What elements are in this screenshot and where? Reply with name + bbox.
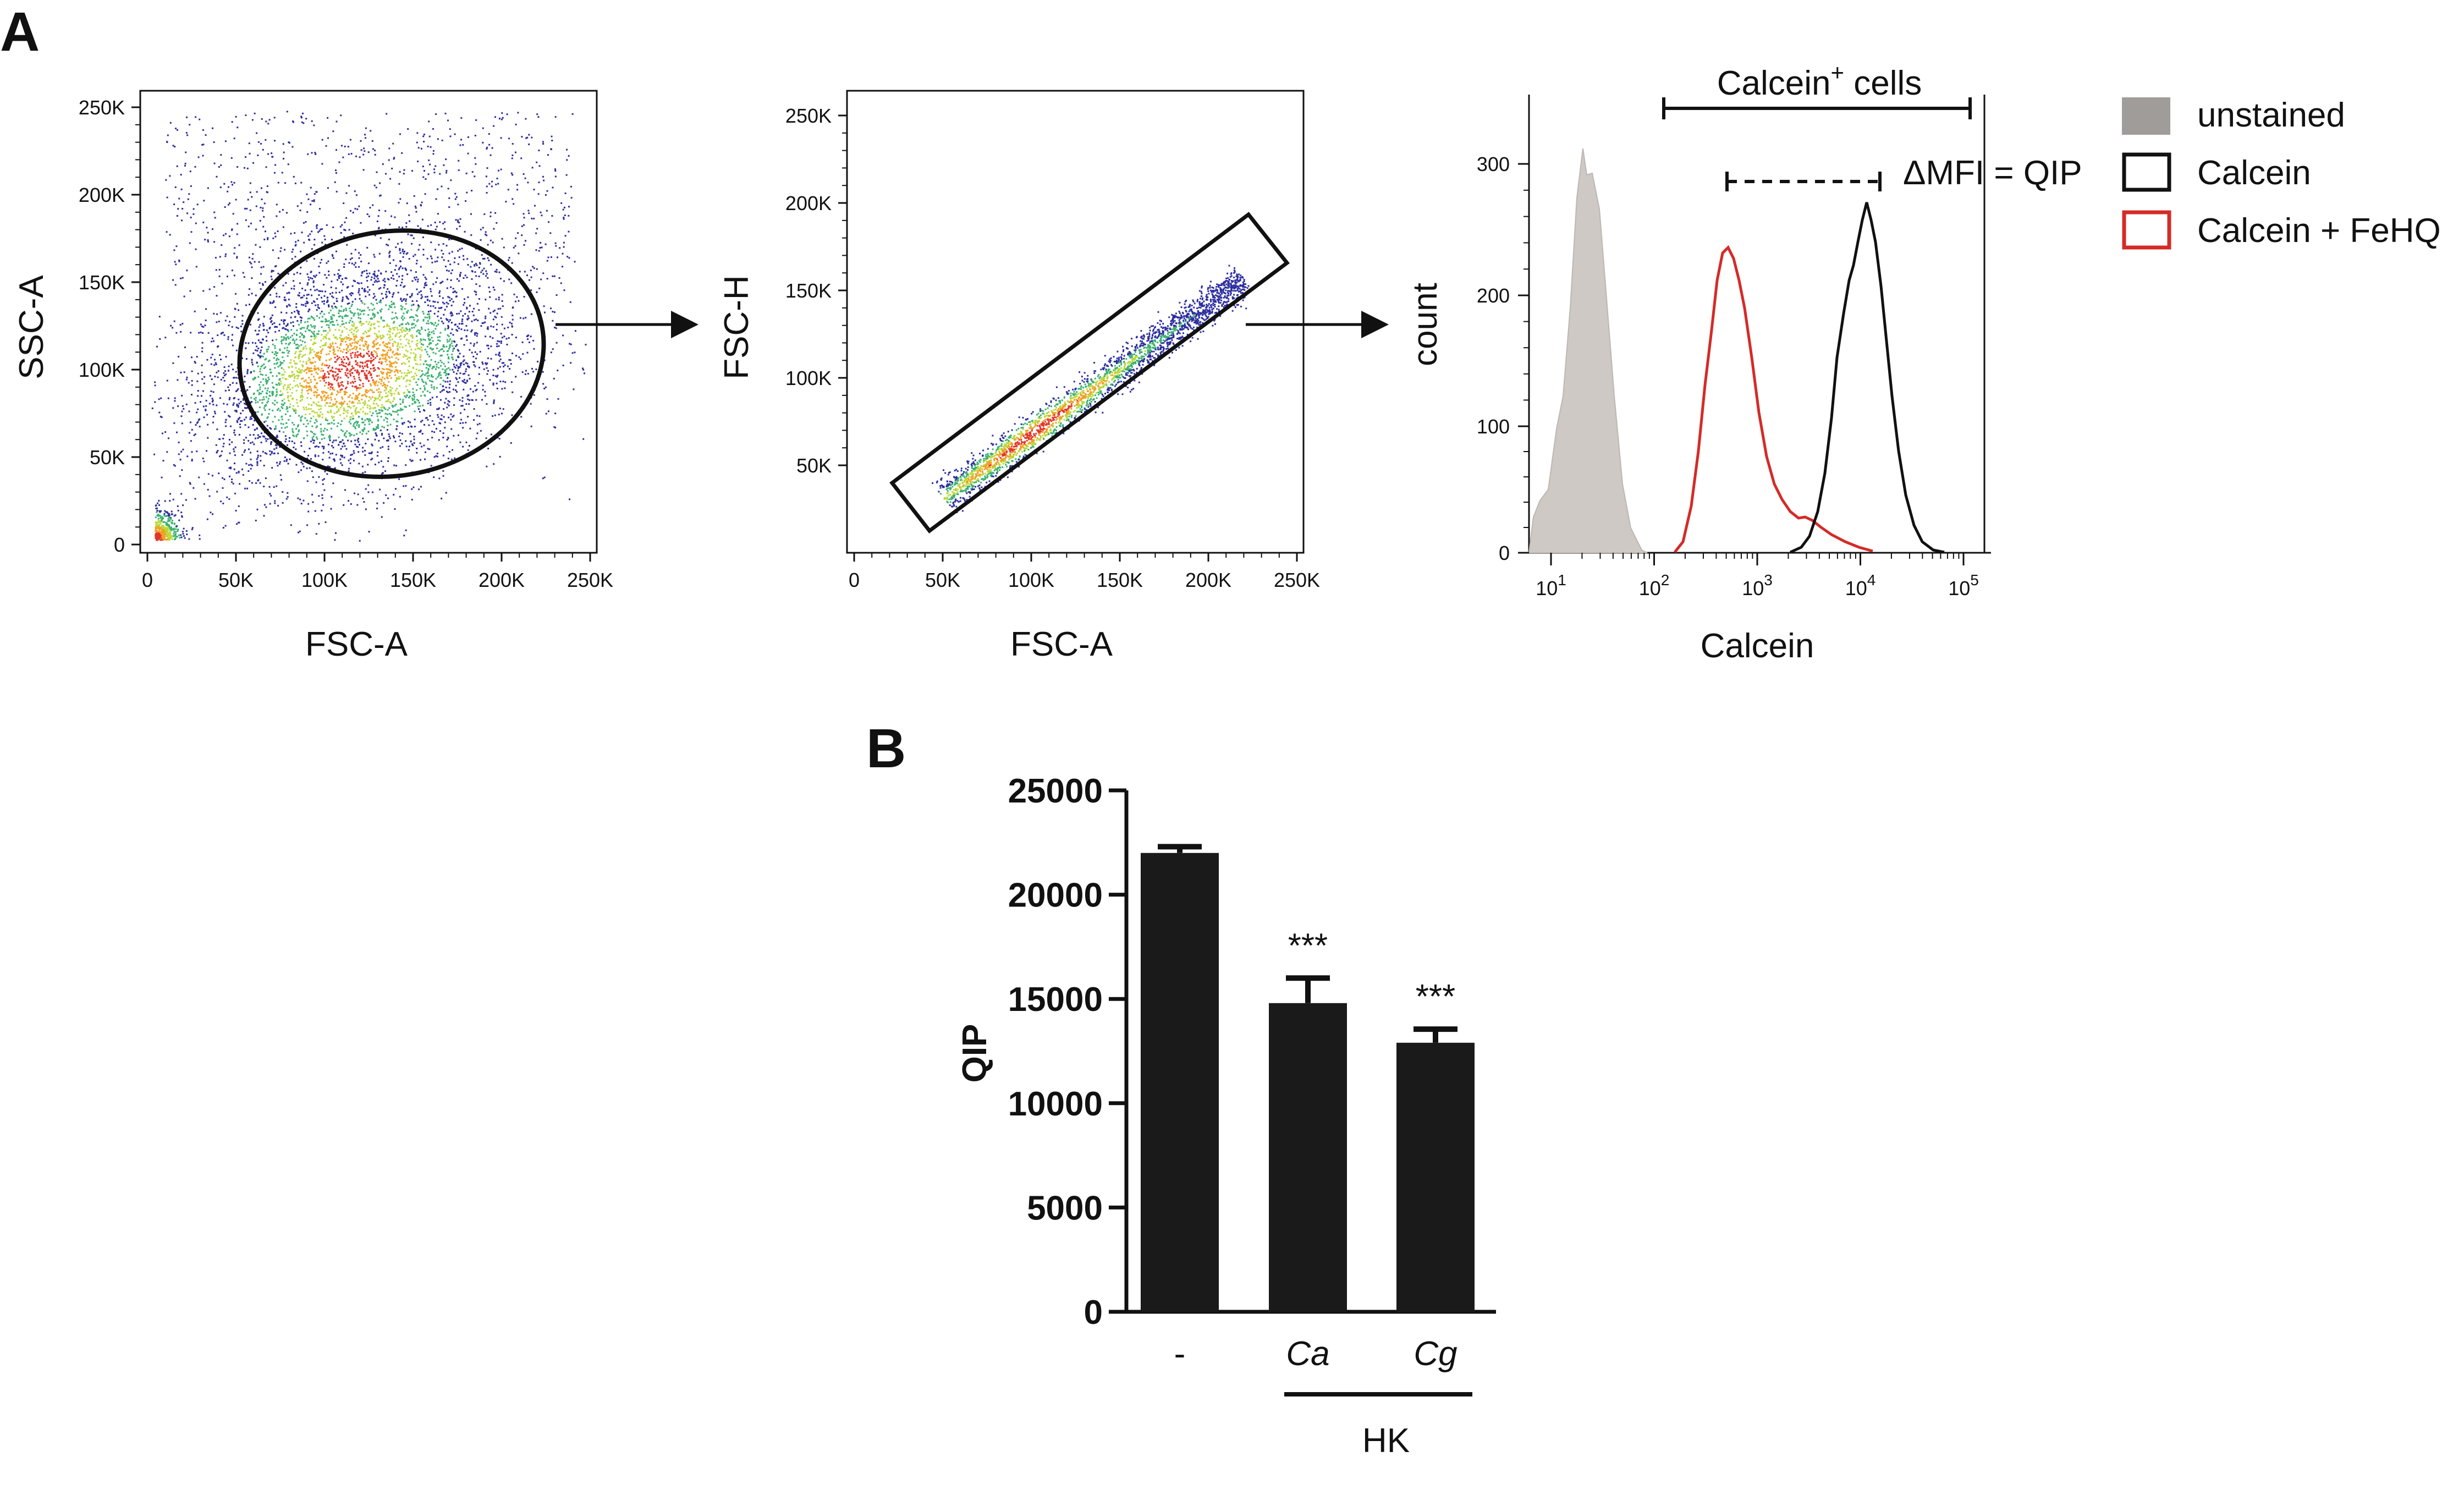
histogram-calcein-fehq-curve — [1674, 245, 1873, 553]
gate-label-background — [1701, 62, 1939, 107]
bar-chart-y-ticks: 0 5000 10000 15000 20000 25000 — [1008, 772, 1126, 1332]
scatter1-y-tick-label: 150K — [79, 271, 125, 294]
scatter1-x-tick-label: 100K — [301, 569, 348, 591]
bar-3 — [1396, 1042, 1475, 1312]
histogram-y-tick-label: 200 — [1477, 284, 1510, 307]
bar-chart-x-labels: - Ca Cg — [1174, 1335, 1458, 1373]
histogram-x-tick-label: 102 — [1639, 571, 1670, 600]
histogram-y-tick-label: 100 — [1477, 415, 1510, 438]
bar-2-significance: *** — [1288, 927, 1328, 965]
scatter1-x-tick-label: 50K — [218, 569, 254, 591]
scatter2-x-tick-label: 150K — [1097, 569, 1143, 591]
bar-chart-y-tick-label: 20000 — [1008, 877, 1103, 915]
legend-swatch-unstained — [2122, 97, 2170, 135]
scatter2-y-tick-label: 200K — [785, 192, 832, 215]
scatter2-y-label: FSC-H — [718, 275, 756, 379]
scatter1-y-ticks: 0 50K 100K 150K 200K 250K — [79, 96, 140, 556]
scatter1-x-tick-label: 150K — [390, 569, 436, 591]
bar-chart: 0 5000 10000 15000 20000 25000 *** *** - Ca Cg H… — [956, 772, 1496, 1460]
bar-3-significance: *** — [1416, 978, 1455, 1016]
bar-chart-x-label: Ca — [1286, 1335, 1329, 1373]
scatter2-points — [932, 265, 1250, 513]
histogram-x-tick-label: 101 — [1536, 571, 1566, 600]
scatter2-y-tick-label: 250K — [785, 105, 832, 127]
scatter-plot-1: 0 50K 100K 150K 200K 250K 0 50K 100K 150K 200K 250… — [13, 90, 613, 663]
scatter2-y-tick-label: 100K — [785, 367, 832, 389]
scatter2-x-tick-label: 100K — [1008, 569, 1054, 591]
bar-chart-y-tick-label: 10000 — [1008, 1085, 1103, 1123]
histogram-x-tick-label: 104 — [1845, 571, 1876, 600]
scatter2-y-tick-label: 150K — [785, 279, 832, 302]
bar-chart-x-label: - — [1174, 1335, 1186, 1373]
histogram-x-tick-label: 105 — [1948, 571, 1979, 600]
scatter1-points — [151, 111, 587, 542]
bar-chart-y-tick-label: 5000 — [1027, 1189, 1103, 1227]
histogram-y-label: count — [1406, 283, 1444, 366]
legend-label-calcein: Calcein — [2197, 154, 2311, 192]
legend-label-calcein-fehq: Calcein + FeHQ — [2197, 212, 2441, 250]
scatter1-y-tick-label: 250K — [79, 96, 125, 119]
histogram-x-label: Calcein — [1701, 627, 1814, 665]
scatter2-x-tick-label: 250K — [1274, 569, 1320, 591]
scatter1-x-tick-label: 200K — [479, 569, 525, 591]
scatter1-y-tick-label: 100K — [79, 359, 125, 381]
histogram-unstained-curve — [1528, 148, 1648, 553]
legend-swatch-calcein-fehq — [2122, 210, 2171, 250]
scatter2-y-ticks: 50K 100K 150K 200K 250K — [785, 105, 847, 477]
scatter1-x-tick-label: 250K — [567, 569, 613, 591]
legend-label-unstained: unstained — [2197, 96, 2345, 134]
bar-chart-y-tick-label: 25000 — [1008, 772, 1103, 810]
calcein-positive-gate-label: Calcein+ cells — [1717, 59, 1922, 102]
scatter2-gate-rectangle — [889, 212, 1290, 534]
hk-group-label: HK — [1362, 1422, 1410, 1460]
scatter1-y-label: SSC-A — [13, 275, 51, 380]
scatter1-frame — [139, 90, 598, 554]
delta-mfi-label: ΔMFI = QIP — [1903, 154, 2082, 192]
bar-chart-bars: *** *** — [1141, 844, 1475, 1312]
bar-2 — [1269, 1003, 1347, 1312]
histogram-panel: 0 100 200 300 101 102 103 104 105 Calcein+ cell… — [1406, 59, 2082, 665]
legend-swatch-calcein — [2122, 152, 2171, 192]
scatter2-x-ticks: 0 50K 100K 150K 200K 250K — [849, 553, 1320, 591]
scatter1-x-label: FSC-A — [305, 625, 408, 663]
bar-chart-x-label: Cg — [1414, 1335, 1457, 1373]
histogram-y-tick-label: 0 — [1499, 542, 1510, 564]
scatter-plot-2: 0 50K 100K 150K 200K 250K 50K 100K 150K 200K 250K… — [718, 90, 1320, 663]
bar-chart-y-tick-label: 0 — [1084, 1294, 1103, 1332]
scatter1-x-tick-label: 0 — [142, 569, 153, 591]
scatter2-y-tick-label: 50K — [796, 454, 832, 477]
bar-chart-y-label: QIP — [956, 1024, 994, 1083]
scatter2-frame — [846, 90, 1305, 554]
histogram-legend: unstained Calcein Calcein + FeHQ — [2122, 96, 2441, 250]
scatter1-gate-ellipse — [237, 228, 546, 479]
scatter2-x-tick-label: 50K — [925, 569, 960, 591]
histogram-calcein-curve — [1789, 202, 1945, 554]
scatter2-x-label: FSC-A — [1010, 625, 1113, 663]
histogram-y-ticks: 0 100 200 300 — [1477, 153, 1529, 564]
scatter1-x-ticks: 0 50K 100K 150K 200K 250K — [142, 553, 613, 591]
histogram-y-tick-label: 300 — [1477, 153, 1510, 175]
scatter1-y-tick-label: 50K — [90, 446, 125, 469]
bar-chart-y-tick-label: 15000 — [1008, 981, 1103, 1019]
scatter1-y-tick-label: 200K — [79, 184, 125, 206]
scatter2-x-tick-label: 0 — [849, 569, 860, 591]
panel-label-a: A — [0, 1, 40, 63]
histogram-x-tick-label: 103 — [1742, 571, 1773, 600]
histogram-x-ticks: 101 102 103 104 105 — [1536, 553, 1979, 600]
scatter2-x-tick-label: 200K — [1185, 569, 1231, 591]
panel-label-b: B — [866, 718, 906, 779]
bar-1 — [1141, 853, 1219, 1312]
scatter1-y-tick-label: 0 — [114, 534, 125, 556]
